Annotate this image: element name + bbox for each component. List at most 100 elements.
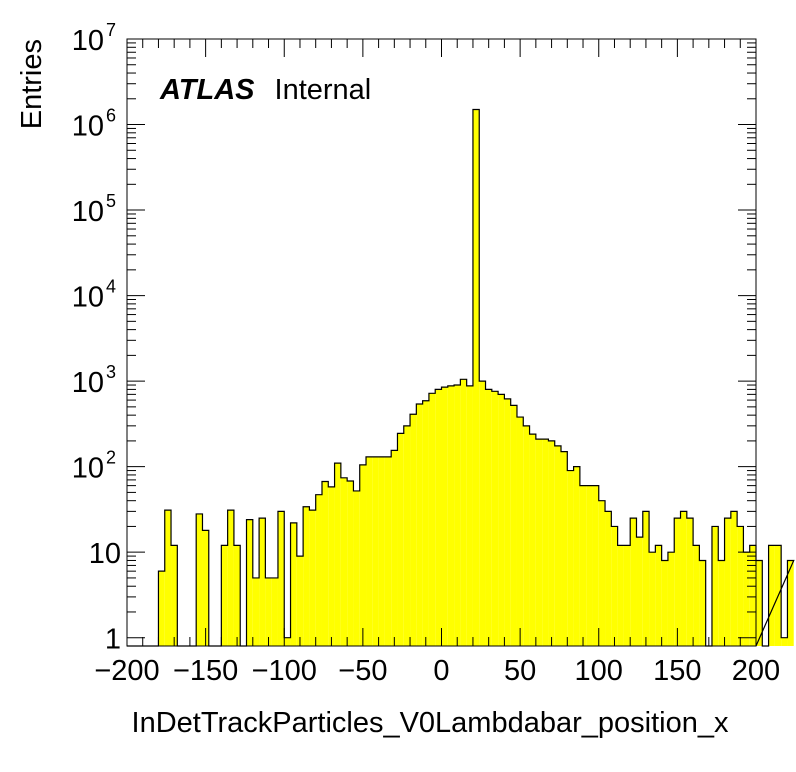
histogram-bin	[680, 511, 687, 646]
y-tick-label-exponent: 3	[106, 362, 116, 382]
histogram-bin	[233, 545, 241, 646]
histogram-bin	[529, 434, 536, 646]
histogram-bin	[579, 485, 587, 646]
plot-frame	[126, 38, 757, 647]
histogram-bin	[787, 560, 794, 646]
x-tick-label: 0	[433, 655, 449, 687]
x-tick-label: −100	[252, 655, 317, 687]
histogram-bin	[479, 381, 486, 646]
atlas-label-status: Internal	[275, 74, 372, 106]
histogram-bin	[567, 470, 574, 646]
histogram-bin	[510, 405, 517, 646]
y-tick-label: 1	[105, 624, 121, 656]
histogram-bin	[523, 425, 530, 646]
histogram-bin	[561, 451, 568, 646]
histogram-bin	[391, 450, 398, 646]
histogram-bin	[340, 477, 348, 646]
histogram-bin	[435, 389, 442, 646]
y-tick-label: 10	[72, 453, 104, 485]
histogram-bin	[699, 560, 706, 646]
histogram-bin	[164, 510, 172, 646]
histogram-bin	[271, 577, 278, 646]
histogram-bin	[667, 552, 675, 646]
y-tick-label-exponent: 2	[106, 448, 116, 468]
histogram-bin	[711, 526, 719, 646]
histogram-bin	[472, 109, 480, 647]
histogram-bin	[743, 552, 750, 646]
y-tick-label: 10	[72, 111, 104, 143]
histogram-bin	[403, 425, 411, 646]
histogram-bin	[630, 518, 637, 646]
y-tick-label: 10	[72, 367, 104, 399]
histogram-bin	[347, 480, 354, 646]
x-tick-label: 200	[732, 655, 780, 687]
histogram-bin	[649, 552, 656, 646]
histogram-bin	[466, 385, 473, 646]
histogram-bin	[498, 394, 505, 646]
histogram-bin	[674, 518, 681, 646]
histogram-bin	[246, 519, 253, 646]
histogram-bin	[221, 545, 228, 646]
histogram-bin	[372, 456, 379, 646]
histogram-bin	[611, 526, 618, 646]
x-tick-label: 150	[653, 655, 701, 687]
histogram-bin	[196, 513, 203, 646]
histogram-bin	[749, 545, 756, 646]
x-tick-label: 100	[575, 655, 623, 687]
atlas-label-bold: ATLAS	[159, 74, 255, 106]
histogram-bin	[655, 545, 662, 646]
histogram-bin	[718, 560, 725, 646]
histogram-bin	[730, 511, 738, 646]
y-tick-label-exponent: 7	[106, 20, 116, 40]
histogram-bin	[491, 391, 499, 646]
histogram-bin	[642, 511, 650, 646]
histogram-bin	[535, 439, 543, 646]
histogram-bin	[623, 545, 631, 646]
histogram-bin	[768, 545, 775, 646]
histogram-bin	[315, 494, 322, 646]
histogram-bin	[693, 545, 700, 646]
histogram-bin	[756, 560, 763, 646]
histogram-bin	[284, 637, 291, 646]
histogram-bin	[416, 404, 423, 646]
histogram-bin	[397, 433, 404, 646]
histogram-bin	[321, 481, 329, 646]
axis-ticks	[126, 38, 757, 646]
histogram-outline	[127, 108, 795, 647]
histogram-bin	[171, 545, 178, 646]
histogram-bin	[158, 571, 165, 646]
atlas-label: ATLAS Internal	[159, 74, 371, 106]
y-tick-label-exponent: 4	[106, 277, 116, 297]
x-tick-label: 50	[504, 655, 536, 687]
histogram-bin	[636, 537, 643, 646]
histogram-bin	[460, 379, 467, 646]
histogram-bin	[378, 456, 385, 646]
histogram-bin	[309, 510, 316, 646]
histogram-bin	[447, 385, 455, 646]
x-tick-label: −200	[94, 655, 159, 687]
histogram-bin	[586, 485, 593, 646]
histogram-bin	[573, 466, 580, 646]
y-tick-label: 10	[72, 196, 104, 228]
y-tick-label-exponent: 6	[106, 106, 116, 126]
histogram-bin	[422, 400, 429, 646]
histogram-bin	[303, 506, 310, 646]
y-tick-label: 10	[72, 25, 104, 57]
histogram-bin	[384, 456, 392, 646]
histogram-bin	[366, 456, 373, 646]
histogram-bin	[353, 490, 360, 646]
histogram-bin	[227, 510, 234, 646]
histogram-bin	[265, 577, 272, 646]
histogram-bin	[724, 518, 731, 646]
histogram-bin	[516, 417, 524, 646]
histogram-bin	[454, 385, 461, 646]
y-axis-title: Entries	[16, 39, 48, 129]
x-tick-label: −50	[338, 655, 387, 687]
y-tick-label-exponent: 5	[106, 191, 116, 211]
histogram-bin	[737, 526, 744, 646]
histogram-bin	[686, 518, 694, 646]
histogram-bin	[441, 387, 448, 646]
histogram-bin	[252, 577, 260, 646]
histogram-bin	[504, 398, 511, 646]
